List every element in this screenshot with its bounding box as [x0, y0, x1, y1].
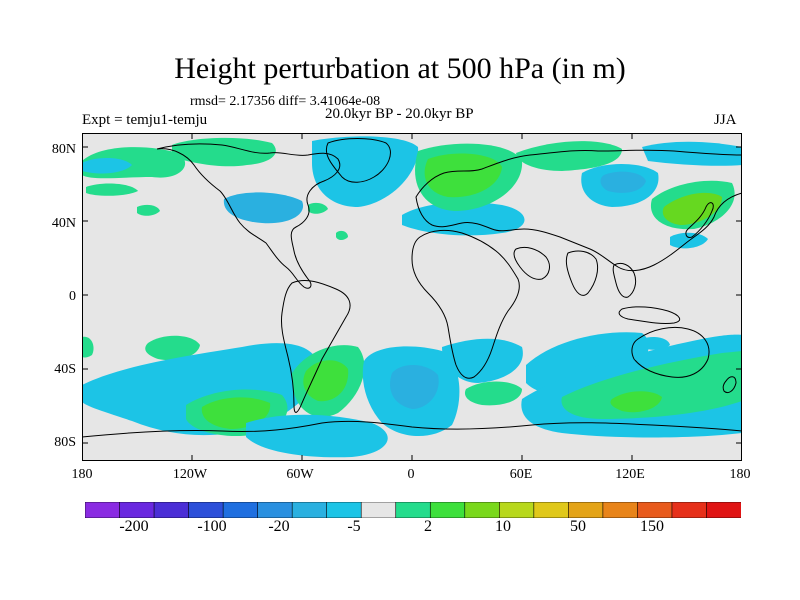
- anomaly-blob: [424, 153, 502, 198]
- coastline-south-america: [281, 280, 351, 413]
- coastline-southeast-asia: [612, 262, 637, 298]
- anomaly-blob: [172, 137, 276, 167]
- colorbar-label-neg200: -200: [119, 518, 149, 535]
- y-label-80s: 80S: [54, 435, 76, 450]
- colorbar-label-2: 2: [424, 518, 432, 535]
- anomaly-blob: [442, 338, 523, 383]
- anomaly-blob: [303, 360, 349, 402]
- colorbar-swatch: [671, 502, 708, 518]
- colorbar-swatch: [188, 502, 224, 518]
- anomaly-blob: [516, 141, 622, 171]
- coastline-india: [565, 250, 599, 296]
- coastline-australia: [631, 326, 710, 378]
- colorbar: [85, 502, 741, 518]
- coastline-north-america: [156, 143, 341, 289]
- coastline-japan: [685, 202, 714, 238]
- y-label-40s: 40S: [54, 362, 76, 377]
- x-label-180w: 180: [71, 467, 93, 482]
- y-label-80n: 80N: [51, 142, 76, 157]
- anomaly-blob: [82, 158, 132, 174]
- x-label-60e: 60E: [509, 467, 533, 482]
- tick-marks: [82, 133, 742, 461]
- colorbar-swatch: [464, 502, 501, 518]
- colorbar-swatch: [429, 502, 466, 518]
- period-label: 20.0kyr BP - 20.0kyr BP: [325, 106, 474, 122]
- contour-fill-layer: [82, 136, 742, 458]
- coastline-indonesia: [618, 306, 681, 324]
- anomaly-blob: [642, 141, 742, 166]
- map-panel: [82, 133, 742, 461]
- x-label-180e: 180: [729, 467, 751, 482]
- anomaly-blob: [561, 351, 742, 419]
- map-title: Height perturbation at 500 hPa (in m): [174, 52, 626, 85]
- colorbar-label-150: 150: [640, 518, 664, 535]
- colorbar-swatch: [291, 502, 328, 518]
- coastline-greenland: [326, 138, 391, 183]
- anomaly-blob: [246, 414, 388, 458]
- anomaly-blob: [82, 336, 94, 358]
- x-label-120e: 120E: [615, 467, 645, 482]
- coastline-africa: [411, 229, 520, 379]
- colorbar-swatch: [395, 502, 432, 518]
- colorbar-swatch: [637, 502, 673, 518]
- coastlines: [82, 138, 742, 438]
- colorbar-swatch: [499, 502, 535, 518]
- colorbar-swatch: [568, 502, 604, 518]
- colorbar-swatch: [602, 502, 639, 518]
- anomaly-blob: [336, 230, 348, 240]
- anomaly-blob: [86, 183, 138, 196]
- season-label: JJA: [714, 112, 737, 128]
- anomaly-blob: [402, 202, 525, 236]
- colorbar-label-10: 10: [495, 518, 511, 535]
- colorbar-swatch: [533, 502, 570, 518]
- x-label-120w: 120W: [172, 467, 208, 482]
- coastline-europe-asia: [415, 149, 742, 272]
- y-label-40n: 40N: [51, 216, 76, 231]
- colorbar-swatch: [222, 502, 259, 518]
- colorbar-swatch: [360, 502, 397, 518]
- colorbar-swatch: [326, 502, 363, 518]
- rmsd-stats: rmsd= 2.17356 diff= 3.41064e-08: [190, 94, 381, 109]
- coastline-new-zealand: [722, 376, 737, 394]
- y-label-eq: 0: [69, 289, 76, 304]
- anomaly-blob: [145, 335, 200, 361]
- colorbar-label-neg5: -5: [347, 518, 361, 535]
- colorbar-swatch: [153, 502, 190, 518]
- x-label-60w: 60W: [286, 467, 314, 482]
- coastline-antarctica: [82, 420, 742, 438]
- coastline-arabia: [513, 246, 550, 280]
- colorbar-swatch: [85, 502, 121, 518]
- anomaly-blob: [390, 364, 439, 409]
- anomaly-blob: [600, 171, 646, 193]
- colorbar-swatch: [706, 502, 741, 518]
- colorbar-label-neg20: -20: [268, 518, 290, 535]
- anomaly-blob: [223, 192, 304, 224]
- anomaly-blob: [312, 136, 419, 207]
- colorbar-label-50: 50: [570, 518, 586, 535]
- colorbar-label-neg100: -100: [197, 518, 227, 535]
- anomaly-blob: [308, 202, 328, 214]
- anomaly-blob: [610, 391, 662, 413]
- x-label-0: 0: [407, 467, 415, 482]
- anomaly-blob: [137, 204, 160, 216]
- anomaly-blob: [642, 337, 670, 350]
- colorbar-swatch: [257, 502, 293, 518]
- experiment-label: Expt = temju1-temju: [82, 112, 208, 128]
- anomaly-blob: [662, 192, 722, 225]
- colorbar-swatch: [119, 502, 155, 518]
- anomaly-blob: [464, 381, 522, 406]
